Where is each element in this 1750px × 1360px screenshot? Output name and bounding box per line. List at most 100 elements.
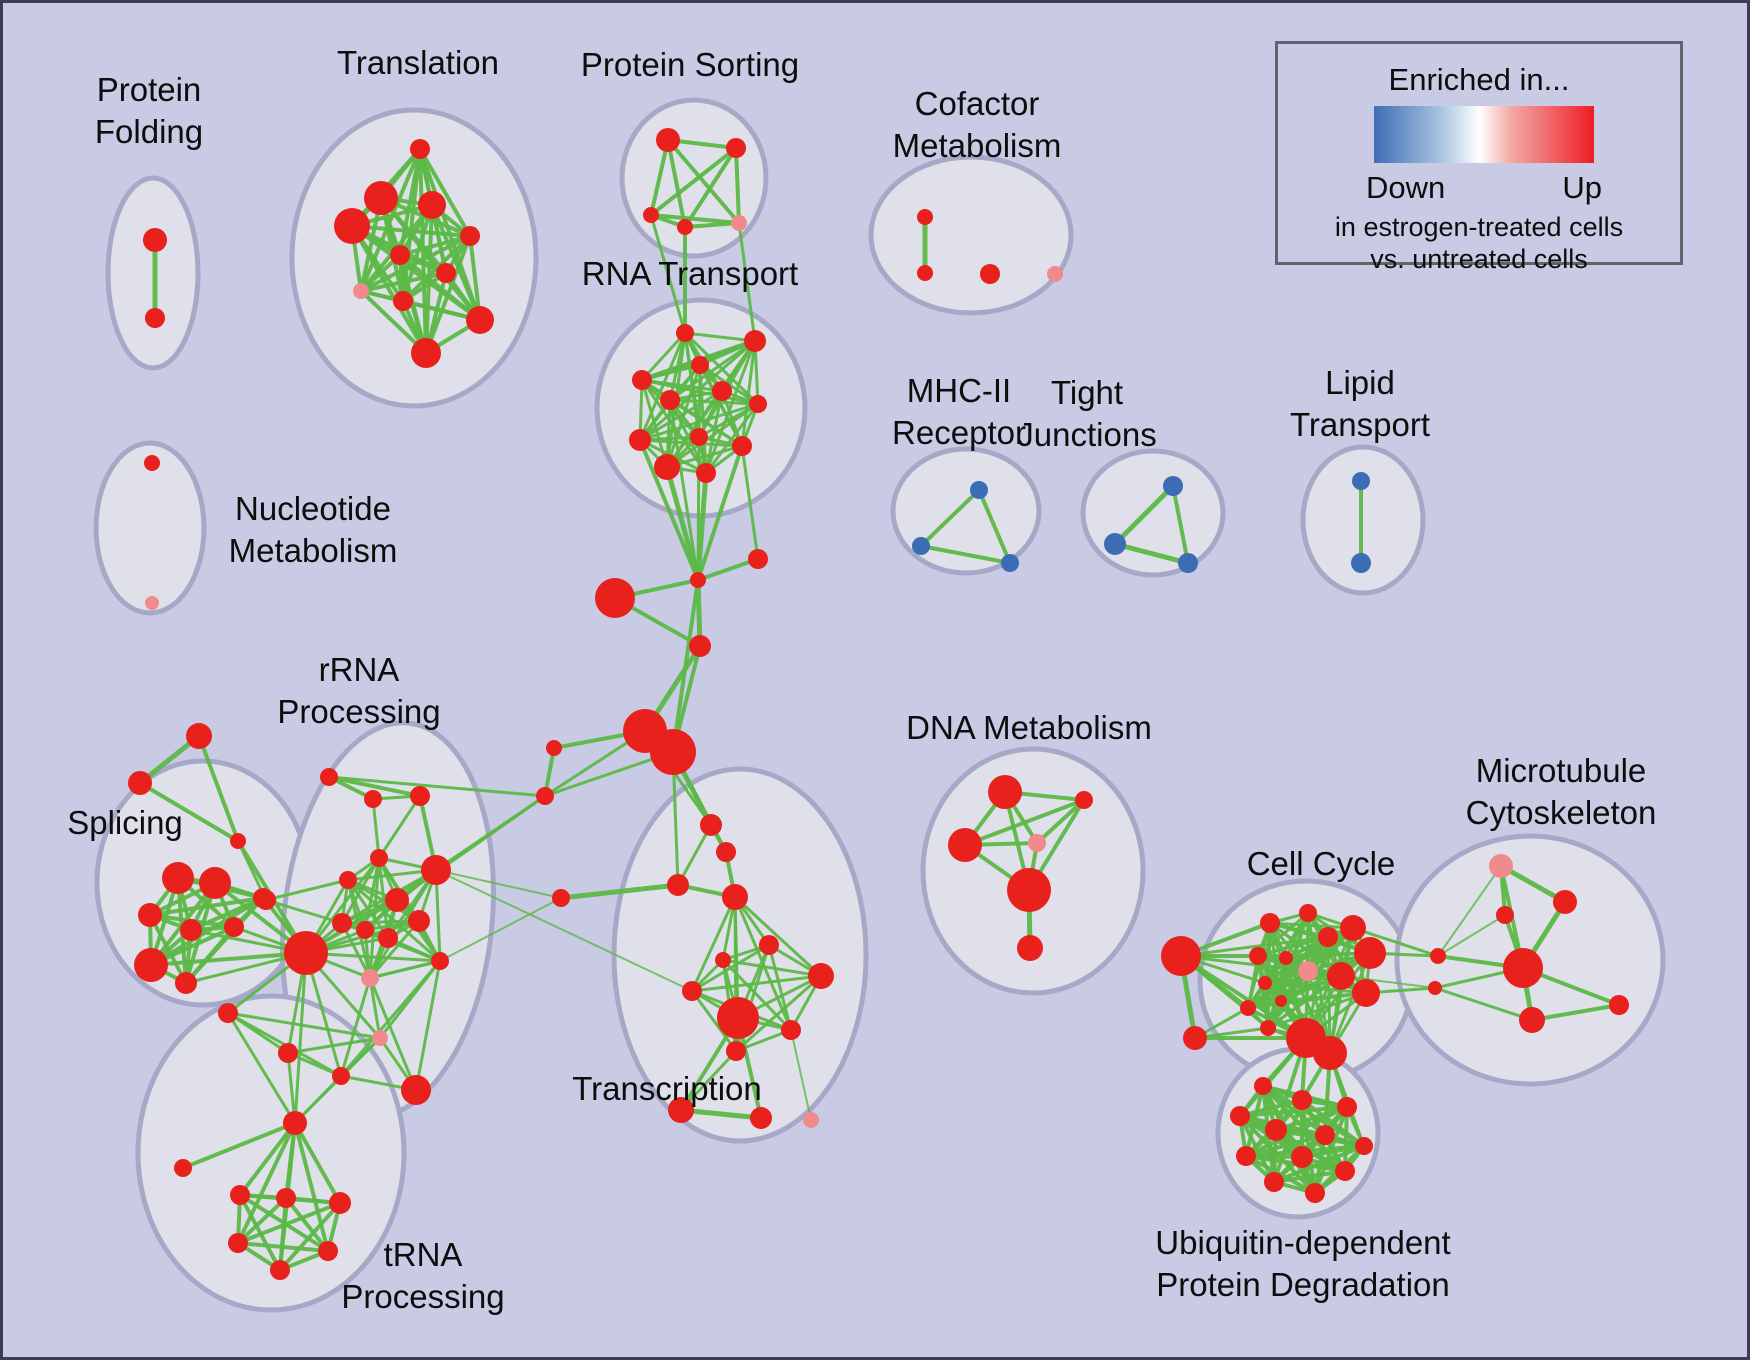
node-6 xyxy=(460,226,480,246)
node-103 xyxy=(750,1107,772,1129)
node-135 xyxy=(1430,948,1446,964)
edge xyxy=(671,578,700,754)
edge xyxy=(398,234,472,257)
edge xyxy=(919,488,981,548)
node-110 xyxy=(1017,935,1043,961)
edge xyxy=(1268,921,1355,930)
edge xyxy=(696,557,760,582)
edge xyxy=(734,146,741,225)
node-0 xyxy=(143,228,167,252)
node-13 xyxy=(656,128,680,152)
edge xyxy=(649,138,670,217)
edge xyxy=(181,1121,297,1170)
edge xyxy=(1238,1105,1349,1118)
edge xyxy=(704,339,757,475)
edge xyxy=(1266,991,1368,1030)
node-39 xyxy=(128,771,152,795)
edge xyxy=(1112,483,1176,547)
node-67 xyxy=(339,871,357,889)
node-18 xyxy=(676,324,694,342)
node-74 xyxy=(378,928,398,948)
edge xyxy=(339,959,442,1078)
edge xyxy=(293,1121,342,1205)
node-101 xyxy=(726,1041,746,1061)
node-16 xyxy=(677,219,693,235)
node-72 xyxy=(332,913,352,933)
node-17 xyxy=(731,215,747,231)
node-87 xyxy=(329,1192,351,1214)
node-80 xyxy=(332,1067,350,1085)
node-47 xyxy=(1001,554,1019,572)
edge xyxy=(1179,954,1308,1040)
edge xyxy=(696,444,744,582)
node-10 xyxy=(393,291,413,311)
edge xyxy=(264,898,344,925)
edge xyxy=(327,775,422,798)
edge xyxy=(638,438,700,582)
edge xyxy=(339,976,372,1078)
edge xyxy=(236,1121,297,1245)
node-25 xyxy=(629,429,651,451)
node-96 xyxy=(808,963,834,989)
node-102 xyxy=(668,1097,694,1123)
edge xyxy=(558,882,681,901)
edge xyxy=(368,976,382,1040)
node-54 xyxy=(145,596,159,610)
node-147 xyxy=(1264,1172,1284,1192)
node-35 xyxy=(650,729,696,775)
node-145 xyxy=(1291,1146,1313,1168)
edge xyxy=(1263,981,1368,995)
edge xyxy=(683,221,741,229)
node-130 xyxy=(1553,890,1577,914)
node-51 xyxy=(1352,472,1370,490)
node-45 xyxy=(970,481,988,499)
node-31 xyxy=(748,549,768,569)
edge xyxy=(368,959,442,980)
node-112 xyxy=(1183,1026,1207,1050)
edge xyxy=(1437,865,1502,957)
edge xyxy=(435,869,693,992)
node-42 xyxy=(917,265,933,281)
edge xyxy=(666,138,741,225)
edge xyxy=(679,1049,738,1112)
node-2 xyxy=(410,139,430,159)
node-129 xyxy=(1489,854,1513,878)
node-109 xyxy=(1007,868,1051,912)
node-27 xyxy=(732,436,752,456)
node-137 xyxy=(1254,1077,1272,1095)
node-59 xyxy=(180,919,202,941)
node-60 xyxy=(224,917,244,937)
node-38 xyxy=(186,723,212,749)
edge xyxy=(278,1196,288,1272)
edge xyxy=(740,339,757,448)
node-131 xyxy=(1496,906,1514,924)
node-4 xyxy=(418,191,446,219)
node-7 xyxy=(390,245,410,265)
edge xyxy=(640,331,687,382)
edge xyxy=(377,794,422,860)
node-132 xyxy=(1503,948,1543,988)
node-76 xyxy=(431,952,449,970)
node-117 xyxy=(1354,937,1386,969)
node-8 xyxy=(436,263,456,283)
node-20 xyxy=(632,370,652,390)
node-77 xyxy=(361,969,379,987)
node-86 xyxy=(276,1188,296,1208)
node-125 xyxy=(1260,1020,1276,1036)
node-106 xyxy=(1075,791,1093,809)
cluster-ellipse-protein-sorting xyxy=(619,97,769,259)
node-24 xyxy=(749,395,767,413)
node-49 xyxy=(1104,533,1126,555)
node-95 xyxy=(759,935,779,955)
node-52 xyxy=(1351,553,1371,573)
edge xyxy=(638,331,687,442)
node-26 xyxy=(690,428,708,446)
node-90 xyxy=(270,1260,290,1280)
node-28 xyxy=(654,454,680,480)
node-94 xyxy=(722,884,748,910)
node-29 xyxy=(696,463,716,483)
edge xyxy=(1256,911,1310,958)
legend-axis-labels: Down Up xyxy=(1366,170,1602,206)
node-143 xyxy=(1355,1137,1373,1155)
edge xyxy=(1171,484,1190,565)
